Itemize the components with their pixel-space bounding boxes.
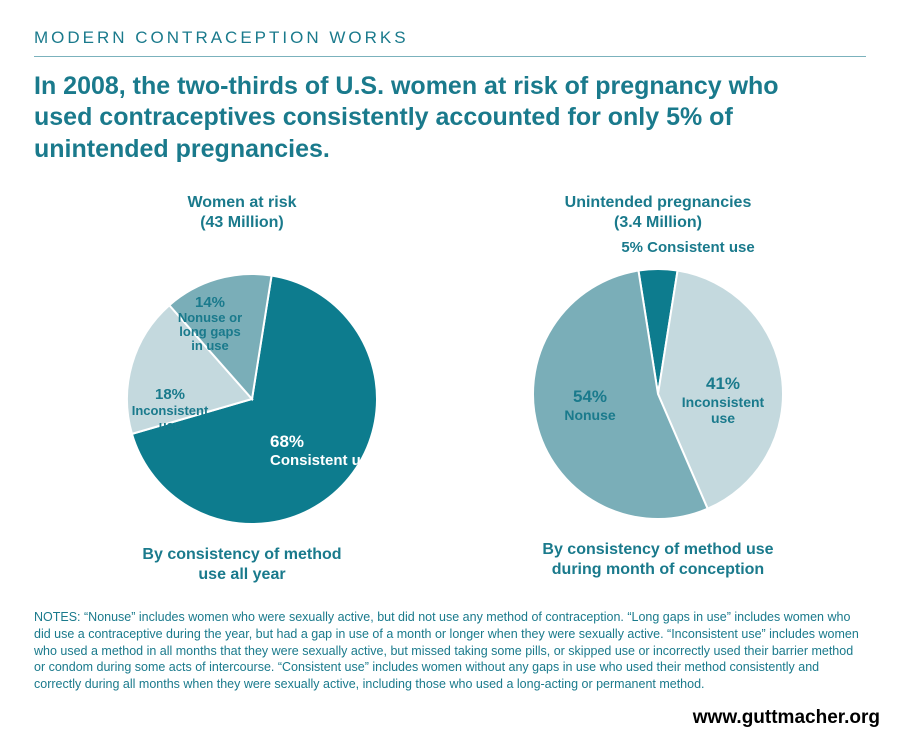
svg-text:Inconsistent: Inconsistent — [132, 403, 209, 418]
chart-caption-left-l2: use all year — [198, 566, 285, 583]
svg-text:Inconsistent: Inconsistent — [682, 394, 765, 410]
svg-text:18%: 18% — [155, 386, 185, 403]
svg-text:54%: 54% — [573, 387, 607, 406]
chart-title-left: Women at risk (43 Million) — [187, 193, 296, 233]
pie-chart-left: 68%Consistent use 18%Inconsistentuse 14%No… — [52, 239, 432, 539]
divider — [34, 56, 866, 57]
pie-wrap-left: 68%Consistent use 18%Inconsistentuse 14%No… — [44, 239, 440, 539]
svg-text:41%: 41% — [706, 374, 740, 393]
chart-title-right: Unintended pregnancies (3.4 Million) — [565, 193, 752, 233]
chart-unintended-pregnancies: Unintended pregnancies (3.4 Million) 5% … — [460, 193, 856, 585]
source-url: www.guttmacher.org — [693, 707, 880, 729]
svg-text:in use: in use — [191, 338, 229, 353]
kicker: MODERN CONTRACEPTION WORKS — [34, 28, 866, 56]
svg-text:68%: 68% — [270, 432, 304, 451]
svg-text:Nonuse: Nonuse — [564, 407, 616, 423]
pie-wrap-right: 41%Inconsistentuse 54%Nonuse — [460, 254, 856, 534]
chart-title-left-l2: (43 Million) — [200, 214, 284, 231]
chart-caption-right-l1: By consistency of method use — [542, 541, 773, 558]
svg-text:long gaps: long gaps — [179, 324, 240, 339]
headline: In 2008, the two-thirds of U.S. women at… — [34, 71, 814, 165]
chart-women-at-risk: Women at risk (43 Million) 68%Consistent… — [44, 193, 440, 585]
svg-text:use: use — [159, 418, 181, 433]
chart-caption-right-l2: during month of conception — [552, 561, 764, 578]
chart-caption-left-l1: By consistency of method — [142, 546, 341, 563]
chart-caption-right: By consistency of method use during mont… — [542, 540, 773, 580]
chart-title-right-l1: Unintended pregnancies — [565, 194, 752, 211]
svg-text:Consistent use: Consistent use — [270, 452, 378, 469]
notes: NOTES: “Nonuse” includes women who were … — [34, 609, 866, 693]
chart-caption-left: By consistency of method use all year — [142, 545, 341, 585]
chart-title-left-l1: Women at risk — [187, 194, 296, 211]
svg-text:Nonuse or: Nonuse or — [178, 310, 242, 325]
chart-title-right-l2: (3.4 Million) — [614, 214, 702, 231]
svg-text:14%: 14% — [195, 294, 225, 311]
charts-row: Women at risk (43 Million) 68%Consistent… — [34, 193, 866, 585]
pie-chart-right: 41%Inconsistentuse 54%Nonuse — [468, 254, 848, 534]
svg-text:use: use — [711, 410, 735, 426]
